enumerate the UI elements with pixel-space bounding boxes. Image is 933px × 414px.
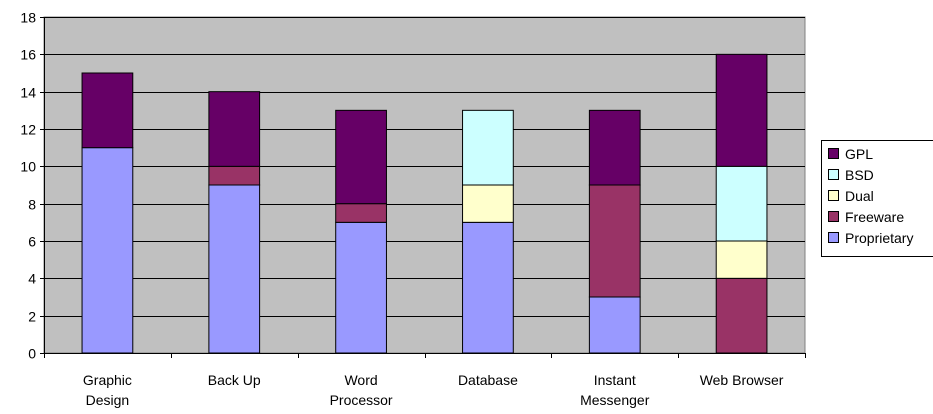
bar-segment-proprietary [462, 221, 514, 354]
bar-segment-gpl [208, 91, 261, 167]
bar-segment-dual [462, 184, 514, 223]
x-tick-label-line: Messenger [580, 392, 650, 408]
bar-segment-gpl [81, 72, 134, 149]
x-tick-label: Graphic Design [83, 372, 132, 408]
x-tick-label: Instant Messenger [580, 372, 650, 408]
legend-label-freeware: Freeware [845, 209, 904, 225]
bar-segment-gpl [335, 109, 387, 205]
x-tick-label-line: Web Browser [700, 372, 784, 388]
x-tick-label-line: Instant [594, 372, 636, 388]
x-tick-label-line: Database [458, 372, 518, 388]
bar-segment-proprietary [81, 147, 134, 354]
bar-segment-proprietary [208, 184, 261, 354]
y-tick-label: 8 [28, 197, 36, 213]
legend-label-dual: Dual [845, 188, 874, 204]
x-tick-label-line: Design [86, 392, 130, 408]
axes: 0 2 4 6 8 10 12 14 16 18 Graphic Design Back Up Word P… [20, 10, 806, 408]
bar-segment-dual [715, 240, 768, 279]
y-tick-label: 0 [28, 346, 36, 362]
bar-segment-freeware [335, 203, 387, 223]
bar-segment-proprietary [588, 296, 641, 354]
legend-swatch-gpl [828, 148, 839, 159]
legend-box [821, 140, 933, 257]
legend-swatch-proprietary [828, 232, 839, 243]
x-tick-label-line: Word [344, 372, 377, 388]
x-tick-label: Back Up [208, 372, 261, 388]
plot-area [43, 16, 806, 354]
bar-segment-gpl [588, 109, 641, 186]
y-tick-label: 10 [20, 159, 36, 175]
legend-swatch-bsd [828, 169, 839, 180]
y-tick-label: 18 [20, 10, 36, 26]
bar-segment-freeware [208, 165, 261, 186]
y-tick-label: 16 [20, 47, 36, 63]
y-tick-label: 2 [28, 309, 36, 325]
legend-label-bsd: BSD [845, 167, 874, 183]
bar-segment-bsd [715, 165, 768, 242]
bar-segment-freeware [588, 184, 641, 298]
bar-segment-proprietary [335, 221, 387, 354]
x-tick-label-line: Graphic [83, 372, 132, 388]
legend: GPL BSD Dual Freeware Proprietary [821, 140, 933, 257]
y-tick-label: 6 [28, 234, 36, 250]
legend-label-gpl: GPL [845, 146, 873, 162]
legend-swatch-dual [828, 190, 839, 201]
legend-label-proprietary: Proprietary [845, 230, 913, 246]
plot-background [43, 16, 806, 354]
bar-segment-gpl [715, 53, 768, 167]
x-tick-label: Word Processor [330, 372, 393, 408]
y-tick-label: 14 [20, 85, 36, 101]
bar-segment-freeware [715, 277, 768, 354]
y-tick-label: 4 [28, 271, 36, 287]
x-tick-label-line: Back Up [208, 372, 261, 388]
x-tick-label: Web Browser [700, 372, 784, 388]
x-tick-label: Database [458, 372, 518, 388]
y-tick-label: 12 [20, 122, 36, 138]
bar-segment-bsd [462, 109, 514, 186]
x-tick-label-line: Processor [330, 392, 393, 408]
legend-swatch-freeware [828, 211, 839, 222]
